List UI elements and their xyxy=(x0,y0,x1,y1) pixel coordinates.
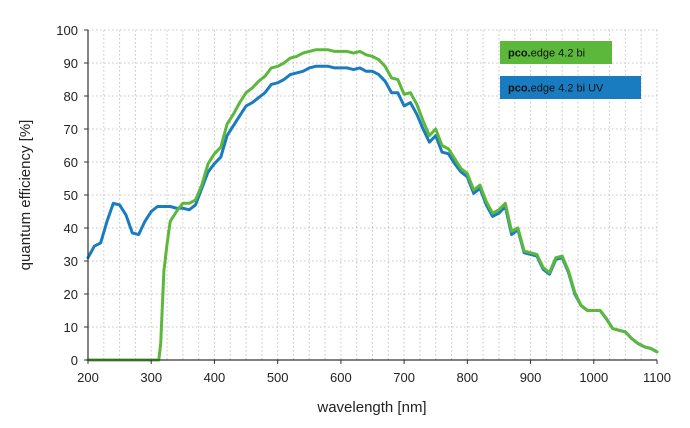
legend-label: pco.edge 4.2 bi UV xyxy=(508,83,604,95)
legend-label: pco.edge 4.2 bi xyxy=(508,48,585,60)
y-tick-label: 80 xyxy=(64,89,78,104)
legend-label-brand: pco. xyxy=(508,48,531,60)
x-tick-label: 800 xyxy=(456,370,478,385)
x-tick-labels: 200 300 400 500 600 700 800 900 1000 1100 xyxy=(77,370,671,385)
x-tick-label: 400 xyxy=(204,370,226,385)
y-tick-label: 30 xyxy=(64,254,78,269)
legend-label-model: edge 4.2 bi UV xyxy=(531,83,604,95)
x-tick-label: 900 xyxy=(520,370,542,385)
x-tick-label: 1000 xyxy=(579,370,608,385)
y-tick-label: 20 xyxy=(64,287,78,302)
y-tick-label: 60 xyxy=(64,155,78,170)
series-line-0 xyxy=(86,64,659,354)
series-layer xyxy=(86,48,659,362)
y-tick-label: 100 xyxy=(56,23,78,38)
x-tick-label: 200 xyxy=(77,370,99,385)
series-line-1 xyxy=(86,48,659,362)
x-axis-title: wavelength [nm] xyxy=(316,399,426,416)
x-tick-label: 600 xyxy=(330,370,352,385)
x-tick-label: 500 xyxy=(267,370,289,385)
legend-swatch xyxy=(500,41,612,64)
y-tick-label: 50 xyxy=(64,188,78,203)
y-tick-label: 0 xyxy=(71,353,78,368)
y-tick-label: 70 xyxy=(64,122,78,137)
x-tick-label: 1100 xyxy=(643,370,671,385)
x-tick-label: 700 xyxy=(393,370,415,385)
legend-label-model: edge 4.2 bi xyxy=(531,48,585,60)
legend-item-0: pco.edge 4.2 bi UV xyxy=(500,76,641,99)
x-tick-label: 300 xyxy=(140,370,162,385)
y-tick-labels: 0 10 20 30 40 50 60 70 80 90 100 xyxy=(56,23,78,368)
legend-item-1: pco.edge 4.2 bi xyxy=(500,41,612,64)
axes xyxy=(84,29,658,364)
legend-label-brand: pco. xyxy=(508,83,531,95)
y-tick-label: 40 xyxy=(64,221,78,236)
y-tick-label: 90 xyxy=(64,56,78,71)
y-axis-title: quantum efficiency [%] xyxy=(17,120,34,271)
y-tick-label: 10 xyxy=(64,320,78,335)
legend-swatch xyxy=(500,76,641,99)
grid xyxy=(88,29,658,360)
